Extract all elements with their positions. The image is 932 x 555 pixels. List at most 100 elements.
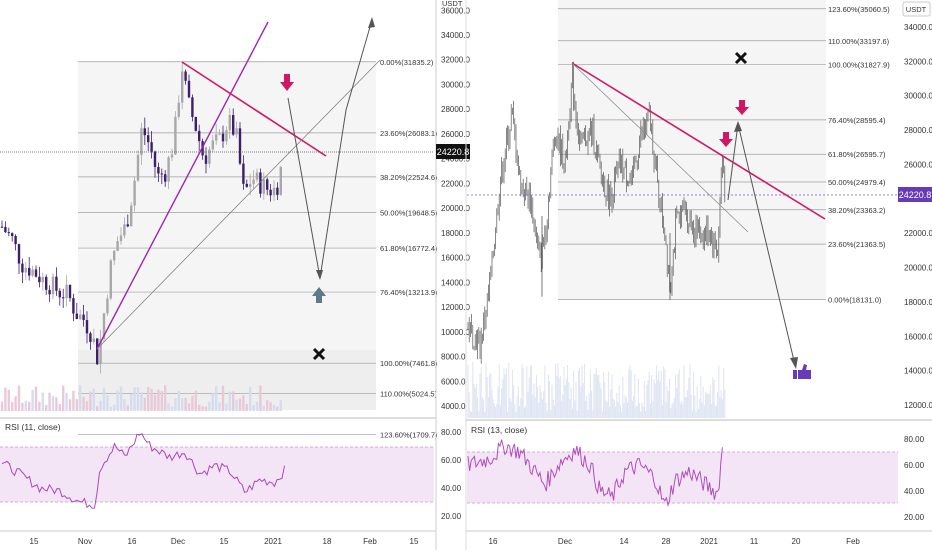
- right-volume-bar-82: [565, 379, 567, 418]
- left-volume-bars: [0, 385, 282, 411]
- right-volume-bar-77: [559, 375, 561, 418]
- left-volume-bar-22: [75, 399, 78, 411]
- right-volume-bar-199: [706, 393, 708, 418]
- left-candle-82: [279, 166, 282, 195]
- left-candle-17: [58, 290, 61, 298]
- right-volume-bar-119: [610, 388, 612, 418]
- right-fib-label-0: 123.60%(35060.5): [828, 5, 890, 14]
- right-volume-bar-171: [672, 401, 674, 418]
- right-volume-bar-208: [717, 392, 719, 418]
- right-volume-bar-146: [642, 406, 644, 418]
- right-volume-bar-100: [587, 409, 589, 418]
- right-volume-bar-200: [707, 392, 709, 418]
- left-volume-bar-28: [96, 406, 99, 411]
- left-volume-bar-6: [21, 402, 24, 411]
- left-candle-68: [232, 114, 235, 135]
- right-volume-bar-36: [510, 401, 512, 418]
- right-volume-bar-124: [616, 392, 618, 418]
- right-volume-bar-112: [601, 411, 603, 418]
- right-volume-bar-156: [654, 383, 656, 418]
- left-volume-bar-54: [184, 397, 187, 411]
- left-volume-bar-16: [55, 397, 58, 411]
- left-channel-line: [96, 21, 269, 350]
- right-time-tick-3: 28: [662, 537, 671, 546]
- right-volume-bar-116: [606, 401, 608, 418]
- left-volume-bar-7: [24, 400, 27, 411]
- right-volume-bar-26: [498, 364, 500, 418]
- left-last-price-label: 24220.8: [437, 147, 470, 157]
- left-volume-bar-0: [0, 401, 4, 411]
- left-candles: [0, 61, 282, 374]
- left-down-arrow-icon: [280, 74, 294, 91]
- right-volume-bar-202: [709, 385, 711, 418]
- left-candle-0: [0, 226, 4, 228]
- right-volume-bar-158: [657, 379, 659, 418]
- left-volume-bar-2: [7, 389, 10, 411]
- right-fib-label-2: 100.00%(31827.9): [828, 60, 890, 69]
- right-candles: [467, 61, 726, 364]
- right-volume-bar-11: [480, 367, 482, 418]
- left-volume-bar-79: [269, 402, 272, 411]
- right-volume-bar-150: [647, 380, 649, 418]
- right-unit-box: [902, 1, 931, 17]
- right-volume-bar-74: [556, 375, 558, 418]
- left-volume-bar-23: [79, 385, 82, 411]
- right-volume-bar-71: [552, 399, 554, 418]
- right-volume-bar-205: [713, 379, 715, 418]
- right-price-tick-9: 16000.0: [904, 332, 932, 341]
- right-volume-bar-108: [597, 375, 599, 418]
- right-volume-bar-113: [603, 371, 605, 418]
- right-volume-bar-110: [599, 382, 601, 418]
- left-time-tick-4: 15: [220, 537, 229, 546]
- left-price-tick-11: 14000.0: [441, 278, 470, 287]
- left-volume-bar-56: [191, 395, 194, 411]
- right-time-tick-4: 2021: [700, 537, 718, 546]
- right-volume-bar-131: [624, 395, 626, 418]
- left-candle-51: [174, 116, 177, 155]
- right-volume-bar-186: [690, 394, 692, 418]
- right-fib-label-8: 0.00%(18131.0): [828, 296, 882, 305]
- left-volume-bar-9: [31, 389, 34, 411]
- left-candle-14: [48, 289, 51, 295]
- left-candle-62: [211, 140, 214, 150]
- left-candle-24: [82, 314, 85, 321]
- left-candle-60: [204, 155, 208, 164]
- right-volume-bar-154: [652, 400, 654, 418]
- right-volume-bar-184: [688, 377, 690, 418]
- right-volume-bar-81: [564, 384, 566, 418]
- right-volume-bar-46: [522, 368, 524, 418]
- right-volume-bar-97: [583, 363, 585, 418]
- right-volume-bar-99: [586, 394, 588, 418]
- left-volume-bar-59: [201, 406, 204, 411]
- left-candle-34: [116, 241, 119, 251]
- right-projection-arrowhead-top: [734, 121, 742, 132]
- right-volume-bar-16: [486, 376, 488, 418]
- right-time-axis: 16 Dec 14 28 2021 11 20 Feb: [489, 537, 861, 546]
- right-volume-bar-125: [617, 402, 619, 418]
- left-candle-7: [24, 267, 27, 273]
- right-volume-bars: [467, 362, 726, 418]
- left-time-tick-3: Dec: [171, 537, 185, 546]
- right-resistance-trendline: [571, 62, 826, 220]
- left-price-tick-13: 10000.0: [441, 328, 470, 337]
- left-candle-70: [238, 128, 242, 164]
- left-candle-80: [272, 187, 276, 196]
- right-volume-bar-66: [546, 410, 548, 418]
- left-candle-63: [215, 134, 218, 141]
- left-candle-18: [62, 297, 65, 299]
- right-volume-bar-30: [503, 368, 505, 418]
- left-candle-33: [113, 250, 116, 261]
- left-price-axis: 36000.0 34000.0 32000.0 30000.0 28000.0 26000…: [441, 6, 470, 411]
- right-volume-bar-54: [532, 394, 534, 418]
- right-volume-bar-123: [615, 406, 617, 418]
- right-volume-bar-109: [598, 374, 600, 418]
- left-candle-56: [191, 97, 194, 117]
- left-time-tick-2: 16: [128, 537, 137, 546]
- right-rsi-tick-2: 40.00: [904, 487, 925, 496]
- right-volume-bar-41: [516, 396, 518, 418]
- right-volume-bar-0: [467, 364, 469, 418]
- left-volume-bar-26: [89, 391, 92, 411]
- right-volume-bar-45: [521, 364, 523, 418]
- right-volume-bar-111: [600, 388, 602, 418]
- right-fib-label-1: 110.00%(33197.6): [828, 37, 890, 46]
